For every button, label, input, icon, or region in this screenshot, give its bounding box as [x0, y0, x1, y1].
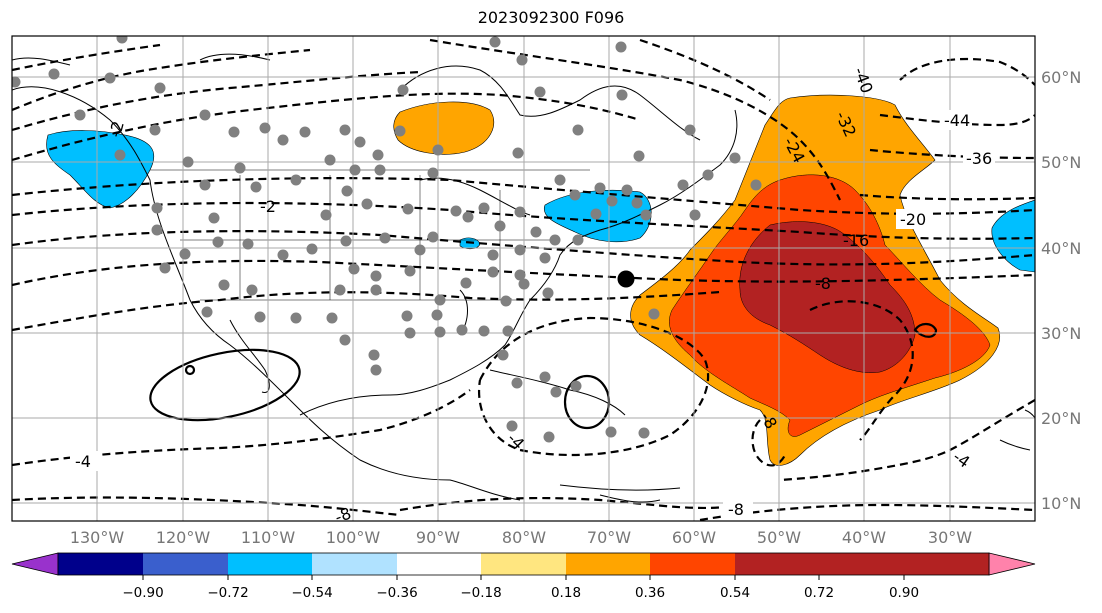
lon-tick-label: 90°W: [416, 528, 460, 547]
contour-label: -8: [332, 504, 353, 527]
contour-label: -8: [815, 274, 831, 293]
colorbar-tick-label: −0.72: [207, 585, 248, 601]
contour-label: -36: [966, 149, 992, 168]
lon-tick-label: 50°W: [757, 528, 801, 547]
storm-center-marker: [617, 270, 635, 288]
colorbar-tick-label: −0.36: [376, 585, 417, 601]
colorbar-swatch: [650, 553, 735, 575]
contour-label: -16: [843, 231, 869, 250]
lon-tick-label: 80°W: [502, 528, 546, 547]
colorbar-extend-left: [11, 552, 59, 576]
lon-tick-label: 60°W: [672, 528, 716, 547]
lat-tick-label: 10°N: [1041, 494, 1081, 513]
map-title: 2023092300 F096: [477, 8, 625, 27]
contour-label: -40: [850, 65, 877, 96]
station-dots: [12, 36, 762, 443]
colorbar-tick-label: 0.36: [635, 585, 665, 601]
colorbar-tick-label: 0.72: [804, 585, 834, 601]
lon-tick-label: 100°W: [326, 528, 381, 547]
colorbar-tick-label: 0.18: [551, 585, 581, 601]
colorbar-swatch: [735, 553, 819, 575]
lon-tick-label: 130°W: [70, 528, 125, 547]
map-frame: [11, 35, 1036, 522]
lat-tick-label: 30°N: [1041, 324, 1081, 343]
negative-anomaly-shade-east: [991, 199, 1035, 273]
colorbar-tick-label: 0.90: [889, 585, 919, 601]
contour-label: -44: [944, 111, 970, 130]
negative-anomaly-shade-pacific-nw: [46, 130, 155, 209]
colorbar-tick-label: −0.54: [291, 585, 332, 601]
colorbar-swatch: [481, 553, 566, 575]
colorbar-extend-right: [988, 552, 1036, 576]
colorbar-swatch: [58, 553, 143, 575]
colorbar-swatch: [566, 553, 650, 575]
positive-anomaly-shade-small: [393, 101, 495, 155]
colorbar-swatch: [143, 553, 228, 575]
lat-tick-label: 40°N: [1041, 239, 1081, 258]
colorbar: −0.90 −0.72 −0.54 −0.36 −0.18 0.18 0.36 …: [11, 552, 1036, 601]
lon-tick-label: 40°W: [842, 528, 886, 547]
positive-anomaly-shade-inner: [739, 221, 916, 373]
colorbar-swatch: [228, 553, 312, 575]
colorbar-tick-label: −0.18: [460, 585, 501, 601]
contour-label: -20: [900, 210, 926, 229]
lon-tick-label: 110°W: [241, 528, 296, 547]
lat-tick-label: 50°N: [1041, 153, 1081, 172]
lon-tick-label: 120°W: [156, 528, 211, 547]
lat-axis: 60°N 50°N 40°N 30°N 20°N 10°N: [1041, 68, 1081, 513]
map-canvas: -44 -36 -40 -32 -24 -20 -16 -8 -4 -4 -8 …: [12, 36, 1035, 527]
lon-tick-label: 30°W: [928, 528, 972, 547]
colorbar-tick-label: −0.90: [122, 585, 163, 601]
colorbar-swatch: [397, 553, 481, 575]
colorbar-swatch: [904, 553, 989, 575]
lon-axis: 130°W 120°W 110°W 100°W 90°W 80°W 70°W 6…: [70, 528, 972, 547]
lat-tick-label: 60°N: [1041, 68, 1081, 87]
contour-label: -4: [950, 447, 974, 472]
contour-label: -8: [728, 500, 744, 519]
contour-label: -4: [75, 452, 91, 471]
colorbar-swatch: [312, 553, 397, 575]
contour-label: -2: [260, 197, 276, 216]
lat-tick-label: 20°N: [1041, 409, 1081, 428]
colorbar-tick-label: 0.54: [720, 585, 750, 601]
colorbar-swatch: [819, 553, 904, 575]
lon-tick-label: 70°W: [587, 528, 631, 547]
colorbar-outline: [57, 552, 990, 576]
contour-label: -2: [105, 119, 127, 139]
